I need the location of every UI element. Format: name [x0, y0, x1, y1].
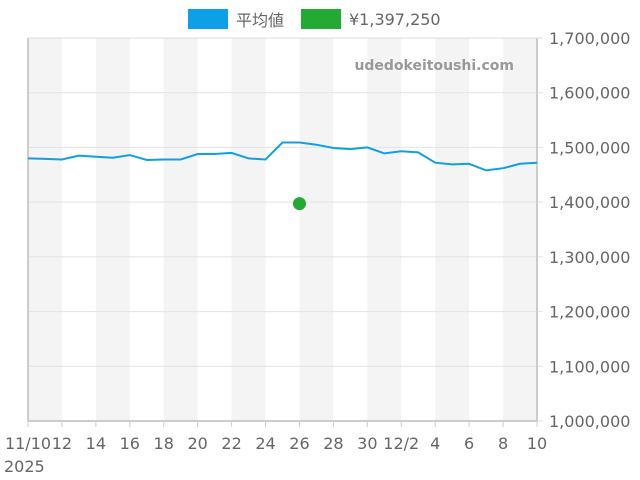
y-tick-label: 1,400,000 [549, 193, 630, 212]
legend-swatch-price [301, 9, 341, 29]
x-year-label: 2025 [4, 457, 45, 476]
price-points [292, 197, 306, 211]
average-price-line[interactable] [27, 141, 538, 172]
x-tick-label: 12/2 [383, 434, 419, 453]
x-tick-label: 8 [498, 434, 508, 453]
y-tick-label: 1,500,000 [549, 138, 630, 157]
watermark: udedokeitoushi.com [354, 58, 514, 74]
x-tick-label: 30 [357, 434, 377, 453]
y-axis-labels: 1,000,000 1,100,000 1,200,000 1,300,000 1,40… [549, 29, 630, 431]
chart-legend: 平均値 ¥1,397,250 [0, 6, 640, 32]
price-point-marker[interactable] [292, 197, 306, 211]
y-tick-label: 1,200,000 [549, 303, 630, 322]
x-axis-labels: 11/10 12 14 16 18 20 22 24 26 28 30 12/2 4 6 8 10 2025 [4, 434, 547, 476]
axes [27, 37, 538, 427]
x-tick-label: 10 [527, 434, 547, 453]
x-tick-label: 24 [255, 434, 275, 453]
x-tick-label: 28 [323, 434, 343, 453]
x-tick-label: 20 [187, 434, 207, 453]
legend-label-price: ¥1,397,250 [349, 9, 441, 29]
x-tick-label: 12 [52, 434, 72, 453]
x-tick-label: 11/10 [5, 434, 51, 453]
plot-background-bands [28, 38, 537, 421]
legend-swatch-average [188, 9, 228, 29]
x-tick-label: 6 [464, 434, 474, 453]
y-tick-label: 1,700,000 [549, 29, 630, 48]
y-tick-label: 1,100,000 [549, 357, 630, 376]
x-tick-label: 18 [154, 434, 174, 453]
y-tick-label: 1,300,000 [549, 248, 630, 267]
y-tick-label: 1,000,000 [549, 412, 630, 431]
x-tick-label: 14 [86, 434, 106, 453]
legend-item-average[interactable]: 平均値 [188, 8, 284, 30]
x-tick-label: 4 [430, 434, 440, 453]
x-tick-label: 16 [120, 434, 140, 453]
x-tick-label: 22 [221, 434, 241, 453]
legend-item-price[interactable]: ¥1,397,250 [301, 8, 441, 30]
y-tick-label: 1,600,000 [549, 84, 630, 103]
x-tick-label: 26 [289, 434, 309, 453]
legend-label-average: 平均値 [236, 11, 285, 30]
